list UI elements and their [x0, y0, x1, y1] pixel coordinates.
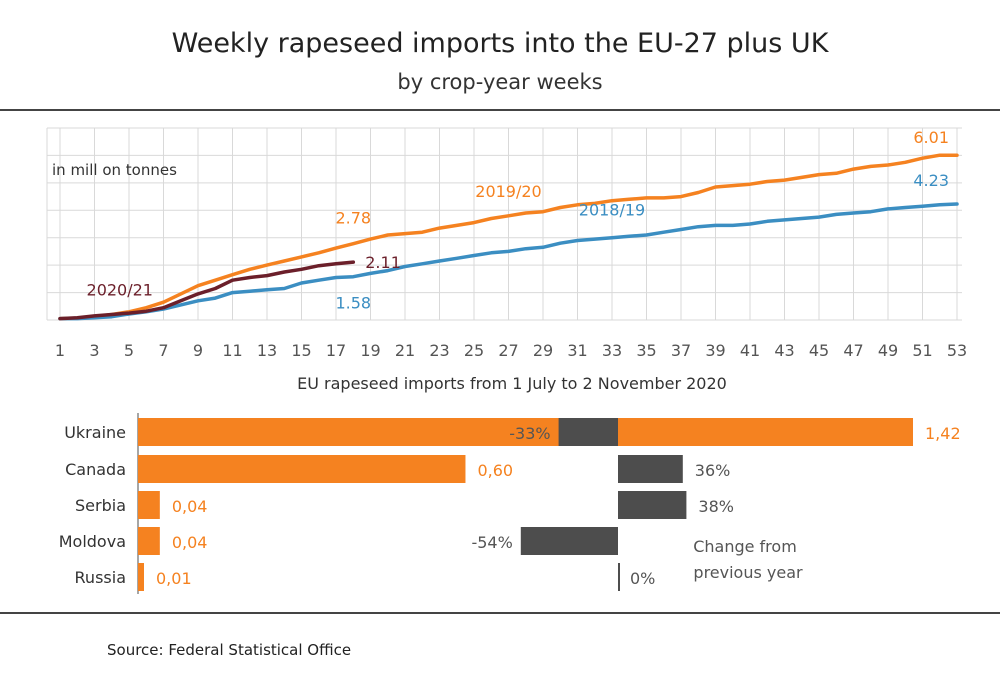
- change-bar: [618, 563, 620, 591]
- series-annotation: 2018/19: [579, 201, 645, 220]
- x-tick-label: 17: [326, 341, 346, 360]
- import-bar: [138, 455, 466, 483]
- top-divider: [0, 109, 1000, 111]
- x-tick-label: 13: [257, 341, 277, 360]
- chart-subtitle: by crop-year weeks: [397, 70, 603, 94]
- change-bar: [558, 418, 618, 446]
- x-tick-label: 49: [878, 341, 898, 360]
- bar-chart: EU rapeseed imports from 1 July to 2 Nov…: [59, 374, 961, 594]
- x-tick-label: 41: [740, 341, 760, 360]
- x-tick-label: 53: [947, 341, 967, 360]
- category-label: Russia: [75, 568, 126, 587]
- change-value-label: 0%: [630, 569, 655, 588]
- end-value-label: 4.23: [913, 171, 949, 190]
- import-bar: [138, 563, 144, 591]
- x-tick-label: 3: [89, 341, 99, 360]
- x-tick-label: 1: [55, 341, 65, 360]
- import-bar: [138, 491, 160, 519]
- x-tick-label: 33: [602, 341, 622, 360]
- x-tick-label: 45: [809, 341, 829, 360]
- category-label: Ukraine: [64, 423, 126, 442]
- series-line-2020-21: [58, 260, 356, 321]
- source-note: Source: Federal Statistical Office: [107, 641, 352, 659]
- x-tick-label: 9: [193, 341, 203, 360]
- x-tick-label: 43: [774, 341, 794, 360]
- x-tick-label: 7: [158, 341, 168, 360]
- import-bar: [138, 418, 913, 446]
- category-label: Serbia: [75, 496, 126, 515]
- category-label: Canada: [65, 460, 126, 479]
- bar-chart-title: EU rapeseed imports from 1 July to 2 Nov…: [297, 374, 727, 393]
- x-tick-label: 11: [222, 341, 242, 360]
- chart-title: Weekly rapeseed imports into the EU-27 p…: [171, 28, 829, 59]
- end-value-label: 6.01: [913, 128, 949, 147]
- x-tick-label: 19: [360, 341, 380, 360]
- series-annotation: 2.78: [335, 209, 371, 228]
- import-bar: [138, 527, 160, 555]
- change-note-line: Change from: [693, 537, 797, 556]
- change-value-label: -54%: [471, 533, 512, 552]
- end-value-label: 2.11: [365, 253, 401, 272]
- x-tick-label: 47: [843, 341, 863, 360]
- x-tick-label: 31: [567, 341, 587, 360]
- series-annotation: 2019/20: [475, 182, 541, 201]
- import-value-label: 0,04: [172, 497, 208, 516]
- x-tick-label: 27: [498, 341, 518, 360]
- bottom-divider: [0, 612, 1000, 614]
- change-value-label: 38%: [698, 497, 734, 516]
- change-bar: [618, 491, 687, 519]
- change-bar: [618, 455, 683, 483]
- x-tick-label: 5: [124, 341, 134, 360]
- x-tick-label: 35: [636, 341, 656, 360]
- x-tick-label: 39: [705, 341, 725, 360]
- change-bar: [520, 527, 618, 555]
- x-tick-label: 29: [533, 341, 553, 360]
- x-tick-label: 25: [464, 341, 484, 360]
- series-line-2018-19: [58, 202, 959, 321]
- change-value-label: -33%: [509, 424, 550, 443]
- x-tick-label: 15: [291, 341, 311, 360]
- x-tick-label: 21: [395, 341, 415, 360]
- change-note-line: previous year: [693, 563, 803, 582]
- category-label: Moldova: [59, 532, 126, 551]
- series-annotation: 2020/21: [87, 281, 153, 300]
- series-line-2019-20: [58, 153, 959, 321]
- x-tick-label: 51: [912, 341, 932, 360]
- import-value-label: 0,60: [477, 461, 513, 480]
- x-tick-label: 23: [429, 341, 449, 360]
- x-tick-label: 37: [671, 341, 691, 360]
- import-value-label: 0,04: [172, 533, 208, 552]
- y-axis-label: in mill on tonnes: [52, 161, 177, 179]
- import-value-label: 1,42: [925, 424, 961, 443]
- change-value-label: 36%: [695, 461, 731, 480]
- series-annotation: 1.58: [335, 294, 371, 313]
- import-value-label: 0,01: [156, 569, 192, 588]
